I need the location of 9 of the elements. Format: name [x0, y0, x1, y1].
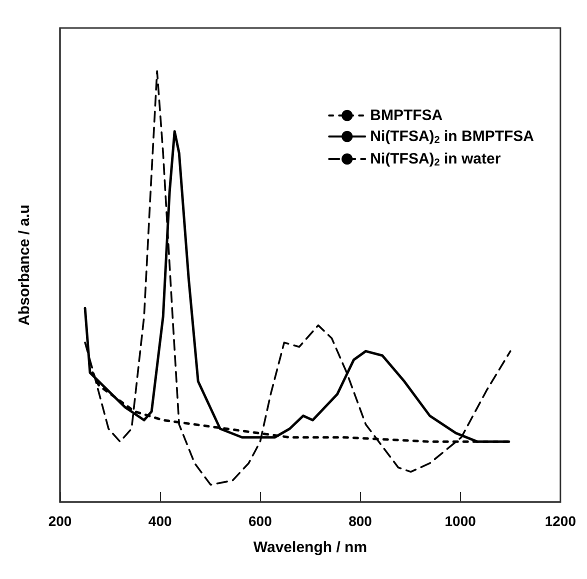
y-axis-title: Absorbance / a.u: [16, 204, 33, 326]
x-axis-title: Wavelengh / nm: [253, 539, 368, 556]
x-tick-label: 1000: [444, 513, 476, 529]
legend-label: BMPTFSA: [370, 107, 443, 124]
x-tick-label: 200: [48, 513, 72, 529]
x-tick-label: 1200: [544, 513, 576, 529]
x-tick-label: 800: [348, 513, 372, 529]
x-tick-label: 600: [248, 513, 272, 529]
x-tick-label: 400: [148, 513, 172, 529]
